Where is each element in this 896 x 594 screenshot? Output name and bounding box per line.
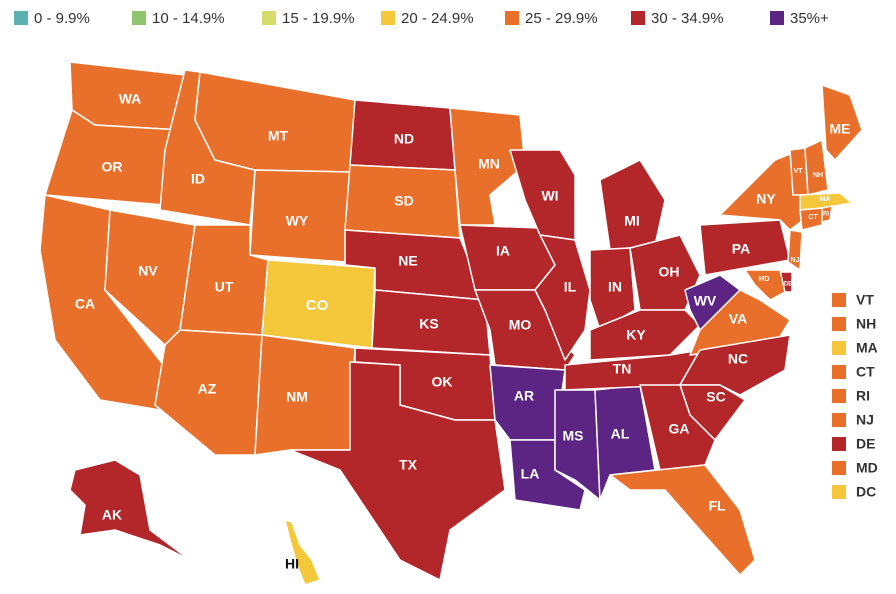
state-label: WA — [119, 91, 142, 107]
state — [787, 229, 803, 271]
state-label: GA — [669, 421, 690, 437]
legend-label: 0 - 9.9% — [34, 10, 90, 27]
state-label: NM — [286, 389, 308, 405]
state-label: MS — [563, 428, 584, 444]
state-label: ND — [394, 131, 414, 147]
state-label: TX — [399, 457, 418, 473]
state-label: OK — [432, 374, 453, 390]
state-label: MO — [509, 317, 532, 333]
state — [554, 389, 601, 501]
state — [821, 84, 863, 161]
legend-swatch — [262, 11, 276, 25]
small-state-label: CT — [856, 364, 875, 380]
state-label: MT — [268, 128, 289, 144]
legend-label: 30 - 34.9% — [651, 10, 724, 27]
state-label: AK — [102, 507, 122, 523]
small-state-label: VT — [856, 292, 874, 308]
small-state-swatch — [832, 461, 846, 475]
state-label: KY — [626, 327, 646, 343]
state — [804, 139, 829, 196]
state-label: HI — [285, 556, 299, 572]
state — [799, 207, 823, 231]
small-state-swatch — [832, 341, 846, 355]
state-label: AL — [611, 426, 630, 442]
small-state-swatch — [832, 317, 846, 331]
state-label: KS — [419, 316, 438, 332]
state-label: WY — [286, 213, 309, 229]
state-label: SD — [394, 193, 413, 209]
state-label: VT — [794, 168, 804, 175]
state-label: NY — [756, 191, 776, 207]
state-label: LA — [521, 466, 540, 482]
small-state-swatch — [832, 365, 846, 379]
state — [799, 192, 853, 211]
small-state-swatch — [832, 389, 846, 403]
legend-label: 10 - 14.9% — [152, 10, 225, 27]
state-label: WI — [541, 188, 558, 204]
state-label: OR — [102, 159, 123, 175]
state-label: NJ — [791, 257, 800, 264]
state-label: FL — [708, 498, 726, 514]
state — [821, 205, 833, 223]
state-label: CA — [75, 296, 95, 312]
legend-swatch — [505, 11, 519, 25]
state — [69, 459, 191, 561]
state-label: OH — [659, 264, 680, 280]
state-label: IA — [496, 243, 510, 259]
state-label: PA — [732, 241, 750, 257]
small-state-swatch — [832, 437, 846, 451]
legend-label: 35%+ — [790, 10, 829, 27]
state-label: CT — [808, 214, 818, 221]
state-label: NC — [728, 351, 748, 367]
state-label: NV — [138, 263, 158, 279]
legend-label: 15 - 19.9% — [282, 10, 355, 27]
small-state-label: NH — [856, 316, 876, 332]
small-state-label: DE — [856, 436, 875, 452]
state — [744, 269, 786, 301]
state — [449, 107, 526, 226]
state-label: IN — [608, 279, 622, 295]
state-label: TN — [613, 361, 632, 377]
legend-swatch — [14, 11, 28, 25]
state — [284, 519, 321, 586]
state-label: AZ — [198, 381, 217, 397]
state-label: AR — [514, 388, 534, 404]
state-label: RI — [823, 212, 829, 218]
state-label: VA — [729, 311, 747, 327]
state-label: MD — [759, 276, 770, 283]
legend-label: 25 - 29.9% — [525, 10, 598, 27]
state — [534, 234, 591, 361]
state-label: NH — [813, 172, 823, 179]
state — [609, 464, 756, 576]
small-state-label: DC — [856, 484, 876, 500]
small-state-swatch — [832, 293, 846, 307]
state-label: IL — [564, 279, 577, 295]
state-label: WV — [694, 293, 717, 309]
state-label: CO — [306, 297, 329, 314]
small-state-label: MD — [856, 460, 878, 476]
legend-label: 20 - 24.9% — [401, 10, 474, 27]
state-label: UT — [215, 279, 234, 295]
state — [194, 71, 356, 173]
state-label: NE — [398, 253, 417, 269]
small-state-swatch — [832, 485, 846, 499]
small-state-label: MA — [856, 340, 878, 356]
legend-swatch — [132, 11, 146, 25]
small-state-swatch — [832, 413, 846, 427]
state-label: MN — [478, 156, 500, 172]
state-label: MI — [624, 213, 640, 229]
state — [289, 361, 506, 581]
legend-swatch — [631, 11, 645, 25]
state-label: SC — [706, 389, 725, 405]
state-label: DE — [784, 282, 792, 288]
legend-swatch — [770, 11, 784, 25]
state-label: ME — [830, 121, 851, 137]
state-label: MA — [820, 196, 831, 203]
small-state-label: RI — [856, 388, 870, 404]
state — [599, 159, 666, 251]
small-state-label: NJ — [856, 412, 874, 428]
legend-swatch — [381, 11, 395, 25]
state-label: ID — [191, 171, 205, 187]
